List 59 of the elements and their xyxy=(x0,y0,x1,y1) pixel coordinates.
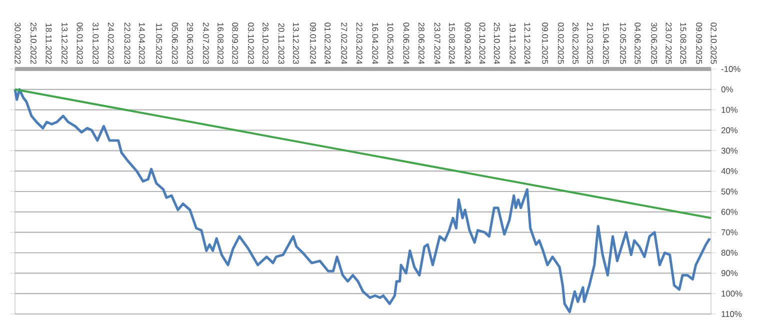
y-tick-label: -10% xyxy=(721,66,740,72)
x-tick-label: 15.08.2025 xyxy=(680,22,686,64)
x-tick-label: 03.02.2025 xyxy=(558,22,564,64)
x-tick-label: 01.02.2024 xyxy=(324,22,331,64)
x-tick-label: 25.10.2024 xyxy=(494,22,500,64)
x-tick-label: 26.02.2025 xyxy=(572,22,578,64)
y-tick-label: 40% xyxy=(721,168,738,174)
x-tick-label: 20.11.2023 xyxy=(278,23,284,64)
y-tick-label: 80% xyxy=(721,250,738,256)
x-tick-label: 09.09.2024 xyxy=(464,22,471,64)
x-tick-label: 19.11.2024 xyxy=(510,24,516,64)
x-tick-label: 10.05.2024 xyxy=(387,22,394,64)
x-tick-label: 24.02.2023 xyxy=(108,22,114,64)
x-tick-label: 13.12.2023 xyxy=(292,22,299,64)
x-tick-label: 04.06.2025 xyxy=(634,22,641,64)
x-tick-label: 15.08.2024 xyxy=(448,22,455,64)
x-tick-label: 02.10.2025 xyxy=(710,22,717,64)
y-tick-label: 20% xyxy=(721,127,738,134)
x-tick-label: 09.01.2024 xyxy=(310,22,316,64)
x-tick-label: 11.05.2023 xyxy=(156,24,162,64)
x-tick-label: 02.10.2024 xyxy=(479,22,486,64)
x-tick-label: 21.03.2025 xyxy=(587,22,594,64)
x-tick-label: 12.12.2024 xyxy=(524,22,530,64)
y-tick-label: 110% xyxy=(722,311,742,317)
x-tick-label: 26.10.2023 xyxy=(262,22,268,64)
x-tick-label: 23.07.2024 xyxy=(434,22,440,64)
x-tick-label: 25.10.2022 xyxy=(30,22,36,64)
x-tick-label: 15.04.2025 xyxy=(602,22,609,64)
x-tick-label: 04.06.2024 xyxy=(403,22,410,64)
x-tick-label: 31.01.2023 xyxy=(92,22,99,64)
x-tick-label: 30.06.2025 xyxy=(651,22,658,64)
x-tick-label: 14.04.2023 xyxy=(138,22,145,64)
x-tick-label: 13.12.2022 xyxy=(62,22,68,64)
x-tick-label: 22.03.2024 xyxy=(356,22,362,64)
x-tick-label: 09.09.2025 xyxy=(696,22,702,64)
x-tick-label: 05.06.2023 xyxy=(172,22,178,64)
y-tick-label: 0% xyxy=(721,86,733,92)
y-tick-label: 100% xyxy=(722,290,742,297)
y-tick-label: 50% xyxy=(721,188,738,194)
x-tick-label: 22.03.2023 xyxy=(124,22,130,64)
x-tick-label: 03.10.2023 xyxy=(248,22,254,64)
y-tick-label: 60% xyxy=(721,208,738,215)
x-tick-label: 27.02.2024 xyxy=(341,22,348,64)
x-tick-label: 16.04.2024 xyxy=(372,22,378,64)
x-tick-label: 09.01.2025 xyxy=(542,22,548,64)
y-tick-label: 10% xyxy=(722,106,738,113)
x-tick-label: 29.06.2023 xyxy=(187,22,194,64)
x-tick-label: 16.08.2023 xyxy=(218,22,224,64)
x-tick-label: 30.09.2022 xyxy=(14,22,21,64)
x-tick-label: 28.06.2024 xyxy=(418,22,424,64)
y-tick-label: 90% xyxy=(721,270,738,276)
x-tick-label: 08.09.2023 xyxy=(232,22,238,64)
x-tick-label: 18.11.2022 xyxy=(46,24,52,64)
x-tick-label: 24.07.2023 xyxy=(202,22,209,64)
y-tick-label: 70% xyxy=(721,229,738,236)
x-tick-label: 12.05.2025 xyxy=(620,22,626,64)
y-tick-label: 30% xyxy=(721,148,738,154)
x-tick-label: 23.07.2025 xyxy=(666,22,672,64)
x-tick-label: 06.01.2023 xyxy=(76,22,83,64)
